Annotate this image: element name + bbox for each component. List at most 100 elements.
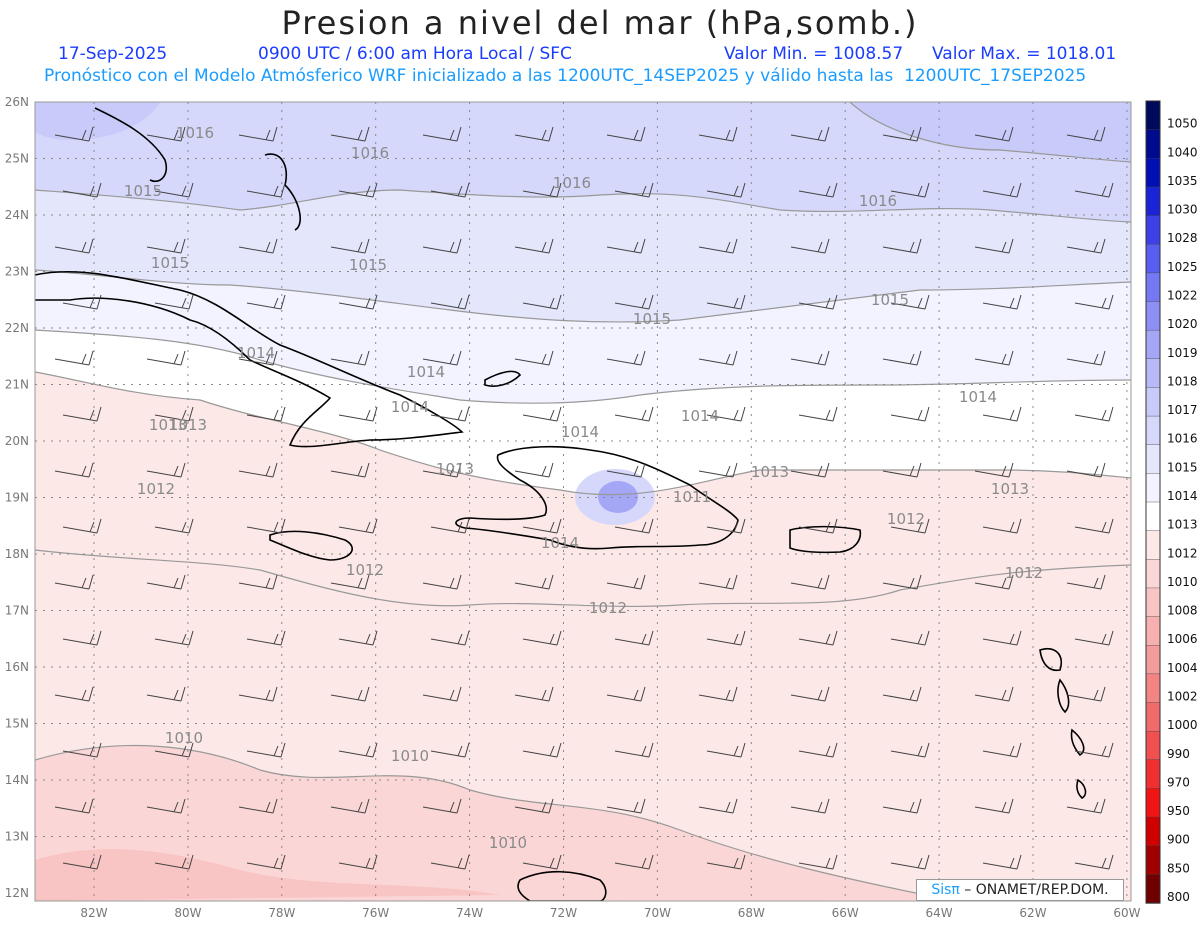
- wind-barb: [606, 686, 646, 702]
- colorbar-label: 1035: [1167, 174, 1198, 188]
- longitude-labels: 82W 80W 78W 76W 74W 72W 70W 68W 66W 64W 62W 60W: [80, 906, 1140, 920]
- wind-barb: [698, 686, 738, 702]
- wind-barb: [338, 406, 378, 422]
- wind-barb: [338, 182, 378, 198]
- wind-barb: [330, 798, 370, 814]
- wind-barb: [54, 686, 94, 702]
- wind-barb: [62, 630, 102, 646]
- colorbar-swatch: [1145, 244, 1161, 274]
- wind-barb: [790, 462, 830, 478]
- contour-label: 1012: [1005, 564, 1043, 582]
- lon-label: 82W: [80, 906, 107, 920]
- wind-barb: [154, 294, 194, 310]
- wind-barb: [154, 182, 194, 198]
- wind-barb: [890, 742, 930, 758]
- wind-barb: [246, 182, 286, 198]
- colorbar-swatch: [1145, 329, 1161, 360]
- colorbar-label: 1008: [1167, 604, 1198, 618]
- wind-barb: [1066, 574, 1106, 590]
- wind-barb: [522, 406, 562, 422]
- wind-barb: [54, 574, 94, 590]
- wind-barb: [974, 462, 1014, 478]
- wind-barb: [706, 406, 746, 422]
- wind-barb: [1066, 798, 1106, 814]
- wind-barb: [62, 854, 102, 870]
- colorbar-swatch: [1145, 788, 1161, 818]
- wind-barb: [422, 462, 462, 478]
- map-title: Presion a nivel del mar (hPa,somb.): [281, 4, 919, 42]
- wind-barb: [706, 182, 746, 198]
- wind-barb: [338, 630, 378, 646]
- wind-barb: [798, 630, 838, 646]
- wind-barb: [890, 182, 930, 198]
- wind-barb: [798, 182, 838, 198]
- wind-barb: [430, 742, 470, 758]
- lat-label: 24N: [5, 208, 29, 222]
- wind-barb: [614, 518, 654, 534]
- colorbar-swatch: [1145, 501, 1161, 532]
- colorbar-label: 1022: [1167, 289, 1198, 303]
- wind-barb: [614, 294, 654, 310]
- wind-barb: [330, 350, 370, 366]
- contour-label: 1014: [541, 534, 579, 552]
- lat-label: 18N: [5, 547, 29, 561]
- colorbar-label: 1017: [1167, 403, 1198, 417]
- wind-barb: [514, 462, 554, 478]
- wind-barb: [614, 182, 654, 198]
- wind-barb: [974, 238, 1014, 254]
- lat-label: 26N: [5, 95, 29, 109]
- wind-barb: [146, 798, 186, 814]
- wind-barb: [514, 238, 554, 254]
- wind-barb: [698, 126, 738, 142]
- credit-org: – ONAMET/REP.DOM.: [959, 882, 1109, 898]
- wind-barb: [146, 238, 186, 254]
- contour-label: 1013: [991, 480, 1029, 498]
- colorbar-label: 1040: [1167, 145, 1198, 159]
- contour-label: 1015: [349, 256, 387, 274]
- wind-barb: [330, 462, 370, 478]
- wind-barb: [606, 350, 646, 366]
- colorbar-label: 1013: [1167, 518, 1198, 532]
- wind-barb: [790, 238, 830, 254]
- colorbar-label: 1028: [1167, 231, 1198, 245]
- turks-coast: [484, 370, 522, 387]
- wind-barb: [514, 574, 554, 590]
- contour-label: 1012: [887, 510, 925, 528]
- lon-label: 80W: [174, 906, 201, 920]
- wind-barb: [62, 742, 102, 758]
- lat-label: 21N: [5, 378, 29, 392]
- wind-barb: [146, 126, 186, 142]
- coastlines: [35, 107, 1087, 901]
- pressure-field: 1016 1016 1016 1016 1015 1015 1015 1015 1015 1014…: [35, 102, 1131, 901]
- lon-label: 74W: [456, 906, 483, 920]
- wind-barb: [706, 854, 746, 870]
- contour-label: 1013: [169, 416, 207, 434]
- lat-label: 17N: [5, 604, 29, 618]
- wind-barb: [238, 350, 278, 366]
- wind-barb: [54, 126, 94, 142]
- wind-barb: [246, 518, 286, 534]
- lon-label: 62W: [1019, 906, 1046, 920]
- colorbar-swatch: [1145, 129, 1161, 159]
- wind-barb: [798, 854, 838, 870]
- shade-1017-west: [35, 102, 160, 140]
- lon-label: 68W: [738, 906, 765, 920]
- wind-barb: [882, 126, 922, 142]
- wind-barb: [698, 238, 738, 254]
- colorbar-label: 1004: [1167, 661, 1198, 675]
- wind-barb: [698, 350, 738, 366]
- colorbar-label: 950: [1167, 804, 1190, 818]
- wind-barb: [982, 182, 1022, 198]
- colorbar-swatch: [1145, 100, 1161, 131]
- lon-label: 72W: [550, 906, 577, 920]
- wind-barb: [1066, 462, 1106, 478]
- colorbar-label: 1015: [1167, 460, 1198, 474]
- contour-label: 1011: [673, 488, 711, 506]
- wind-barb: [698, 798, 738, 814]
- wind-barb: [790, 574, 830, 590]
- wind-barb: [62, 518, 102, 534]
- shade-1016: [35, 102, 1131, 222]
- wind-barb: [982, 518, 1022, 534]
- shade-hispaniola-1019: [598, 481, 638, 513]
- wind-barb: [1074, 854, 1114, 870]
